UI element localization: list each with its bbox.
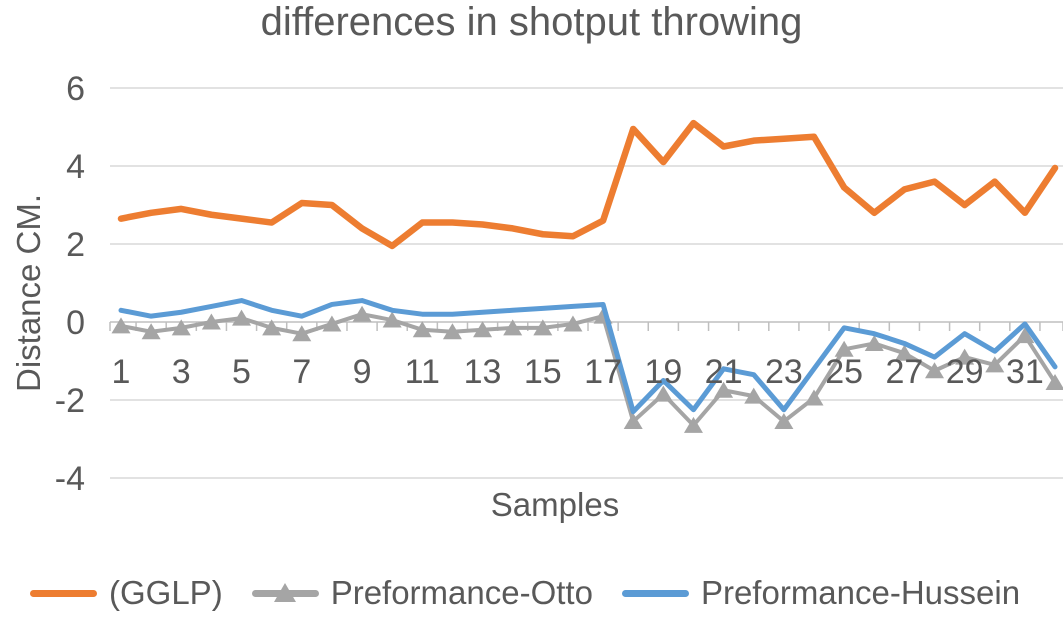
triangle-marker [442,323,462,340]
triangle-marker [262,319,282,336]
triangle-marker [352,305,372,322]
x-tick-label-13: 13 [464,353,502,391]
series-line-2 [118,298,1058,415]
x-tick-label-23: 23 [765,353,803,391]
triangle-marker [834,340,854,357]
triangle-marker [201,313,221,330]
triangle-marker [985,356,1005,373]
y-tick-label-6: 6 [66,70,85,108]
triangle-marker [382,311,402,328]
triangle-marker [503,319,523,336]
triangle-marker [322,315,342,332]
x-tick-label-25: 25 [825,353,863,391]
triangle-marker [412,321,432,338]
series-line-0 [117,119,1059,250]
chart-title: differences in shotput throwing [260,0,803,44]
triangle-marker [714,381,734,398]
x-tick-label-29: 29 [946,353,984,391]
triangle-marker [683,416,703,433]
x-tick-label-27: 27 [885,353,923,391]
triangle-marker [744,387,764,404]
x-tick-label-17: 17 [584,353,622,391]
x-tick-label-9: 9 [353,353,372,391]
x-axis-title: Samples [490,486,620,523]
y-tick-label--2: -2 [55,382,85,420]
x-tick-label-15: 15 [524,353,562,391]
y-tick-label-4: 4 [66,148,85,186]
x-tick-label-31: 31 [1006,353,1044,391]
triangle-marker [623,412,643,429]
triangle-marker [1015,327,1035,344]
y-tick-label-0: 0 [66,304,85,342]
triangle-marker [653,385,673,402]
hussein-line-swatch-icon [621,589,689,597]
triangle-marker [563,315,583,332]
y-tick-label--4: -4 [55,460,85,498]
triangle-marker [111,317,131,334]
legend-label-hussein: Preformance-Hussein [700,574,1021,611]
triangle-marker [292,325,312,342]
triangle-marker [171,319,191,336]
x-tick-label-19: 19 [644,353,682,391]
triangle-marker [774,412,794,429]
triangle-marker [141,323,161,340]
legend-item-gglp: (GGLP) [30,574,223,612]
triangle-marker [925,362,945,379]
otto-triangle-marker-icon [273,583,296,602]
y-tick-label-2: 2 [66,226,85,264]
x-tick-label-7: 7 [292,353,311,391]
x-tick-label-3: 3 [172,353,191,391]
legend-item-otto: Preformance-Otto [251,574,593,612]
triangle-marker [533,319,553,336]
triangle-marker [804,389,824,406]
x-tick-label-5: 5 [232,353,251,391]
triangle-marker [864,334,884,351]
gglp-line-swatch-icon [30,589,97,597]
x-tick-label-21: 21 [705,353,743,391]
legend-label-otto: Preformance-Otto [330,574,593,611]
otto-line-swatch-icon [251,582,319,604]
triangle-marker [1045,373,1063,390]
chart-legend: (GGLP) Preformance-Otto Preformance-Huss… [30,574,1040,612]
legend-item-hussein: Preformance-Hussein [621,574,1021,612]
legend-label-gglp: (GGLP) [109,574,223,611]
x-tick-label-1: 1 [112,353,131,391]
triangle-marker [232,309,252,326]
triangle-marker [955,348,975,365]
triangle-marker [473,321,493,338]
x-tick-label-11: 11 [405,353,440,391]
triangle-marker [894,344,914,361]
